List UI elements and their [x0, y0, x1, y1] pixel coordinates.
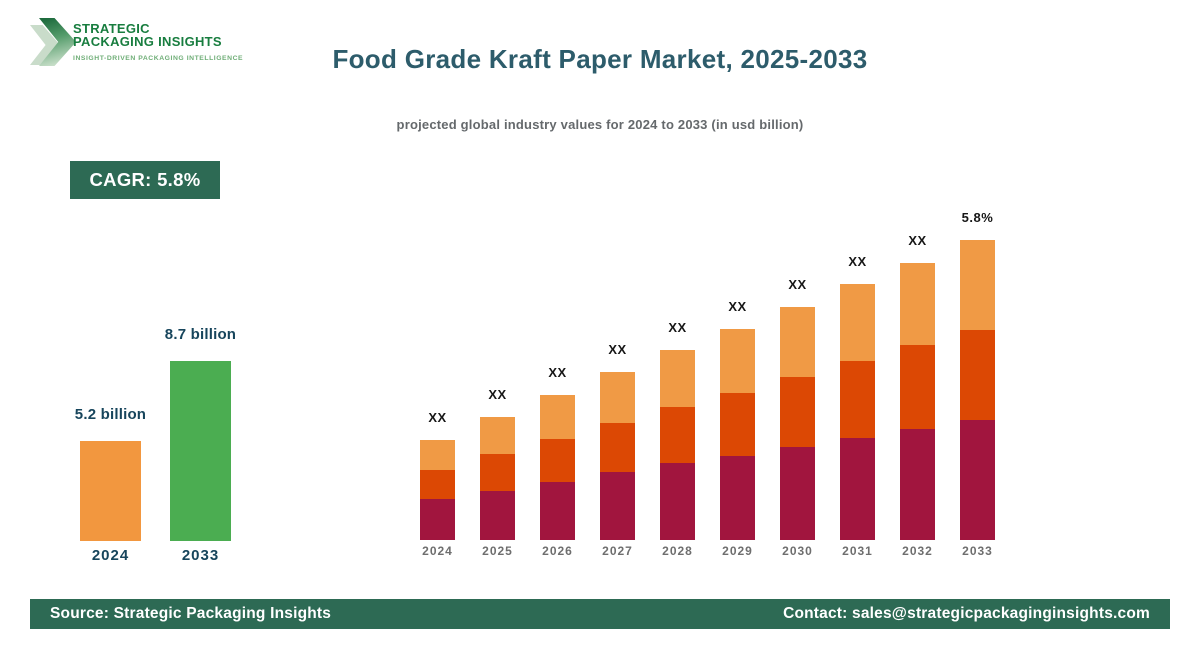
- stacked-bar-2025-segment-middle: [480, 454, 515, 491]
- summary-axis-label-2033: 2033: [181, 547, 220, 564]
- logo-name-line2: PACKAGING INSIGHTS: [73, 34, 222, 49]
- axis-label-2033: 2033: [962, 544, 993, 558]
- logo: STRATEGIC PACKAGING INSIGHTS INSIGHT-DRI…: [73, 22, 243, 62]
- summary-bar-2024: [80, 441, 141, 541]
- bar-value-label-2031: XX: [848, 254, 867, 269]
- stacked-bar-2024-segment-top: [420, 440, 455, 470]
- stacked-bar-2027-segment-middle: [600, 423, 635, 472]
- stacked-bar-2030-segment-bottom: [780, 447, 815, 540]
- stacked-bar-2025-segment-top: [480, 417, 515, 454]
- summary-bar-2033: [170, 361, 231, 541]
- page-title: Food Grade Kraft Paper Market, 2025-2033: [332, 44, 868, 74]
- stacked-bar-2031-segment-middle: [840, 361, 875, 438]
- bar-value-label-2025: XX: [488, 387, 507, 402]
- axis-label-2025: 2025: [482, 544, 513, 558]
- stacked-bar-2026-segment-top: [540, 395, 575, 439]
- axis-label-2027: 2027: [602, 544, 633, 558]
- footer-source-text: Source: Strategic Packaging Insights: [50, 605, 332, 622]
- stacked-bar-2032-segment-top: [900, 263, 935, 345]
- stacked-bar-2033-segment-bottom: [960, 420, 995, 540]
- axis-label-2029: 2029: [722, 544, 753, 558]
- axis-label-2031: 2031: [842, 544, 873, 558]
- page-subtitle: projected global industry values for 202…: [396, 117, 804, 132]
- cagr-badge: CAGR: 5.8%: [70, 161, 220, 199]
- axis-label-2028: 2028: [662, 544, 693, 558]
- stacked-bar-2032-segment-bottom: [900, 429, 935, 540]
- bar-value-label-2030: XX: [788, 277, 807, 292]
- stacked-bar-2033-segment-top: [960, 240, 995, 330]
- stacked-bar-2024-segment-bottom: [420, 499, 455, 540]
- axis-label-2032: 2032: [902, 544, 933, 558]
- bar-value-label-2028: XX: [668, 320, 687, 335]
- logo-name-line1: STRATEGIC: [73, 21, 150, 36]
- stacked-bar-2026-segment-middle: [540, 439, 575, 482]
- summary-value-label-2024: 5.2 billion: [74, 406, 147, 423]
- logo-tagline: INSIGHT-DRIVEN PACKAGING INTELLIGENCE: [73, 55, 244, 62]
- stacked-bar-2028-segment-bottom: [660, 463, 695, 540]
- bar-value-label-2033: 5.8%: [961, 210, 994, 225]
- bar-value-label-2029: XX: [728, 299, 747, 314]
- bar-value-label-2026: XX: [548, 365, 567, 380]
- footer-bar: Source: Strategic Packaging Insights Con…: [30, 599, 1170, 629]
- bar-value-label-2024: XX: [428, 410, 447, 425]
- stacked-bar-2033-segment-middle: [960, 330, 995, 420]
- bar-value-label-2027: XX: [608, 342, 627, 357]
- stacked-bar-2027-segment-top: [600, 372, 635, 423]
- stacked-bar-2028-segment-top: [660, 350, 695, 407]
- stacked-bar-2029-segment-middle: [720, 393, 755, 456]
- stacked-bar-2027-segment-bottom: [600, 472, 635, 540]
- bar-value-label-2032: XX: [908, 233, 927, 248]
- axis-label-2030: 2030: [782, 544, 813, 558]
- stacked-bar-2030-segment-middle: [780, 377, 815, 447]
- logo-chevron-icon: [30, 18, 76, 66]
- footer-contact-text: Contact: sales@strategicpackaginginsight…: [783, 605, 1150, 622]
- stacked-bar-2030-segment-top: [780, 307, 815, 377]
- stacked-bar-2032-segment-middle: [900, 345, 935, 429]
- stacked-bar-2029-segment-top: [720, 329, 755, 393]
- stacked-bar-2026-segment-bottom: [540, 482, 575, 540]
- axis-label-2026: 2026: [542, 544, 573, 558]
- stacked-bar-2024-segment-middle: [420, 470, 455, 499]
- stacked-bar-2031-segment-top: [840, 284, 875, 361]
- axis-label-2024: 2024: [422, 544, 453, 558]
- stacked-bar-2025-segment-bottom: [480, 491, 515, 540]
- stacked-bar-2028-segment-middle: [660, 407, 695, 463]
- summary-axis-label-2024: 2024: [91, 547, 130, 564]
- stacked-bar-2029-segment-bottom: [720, 456, 755, 540]
- summary-value-label-2033: 8.7 billion: [164, 326, 237, 343]
- stacked-bar-2031-segment-bottom: [840, 438, 875, 540]
